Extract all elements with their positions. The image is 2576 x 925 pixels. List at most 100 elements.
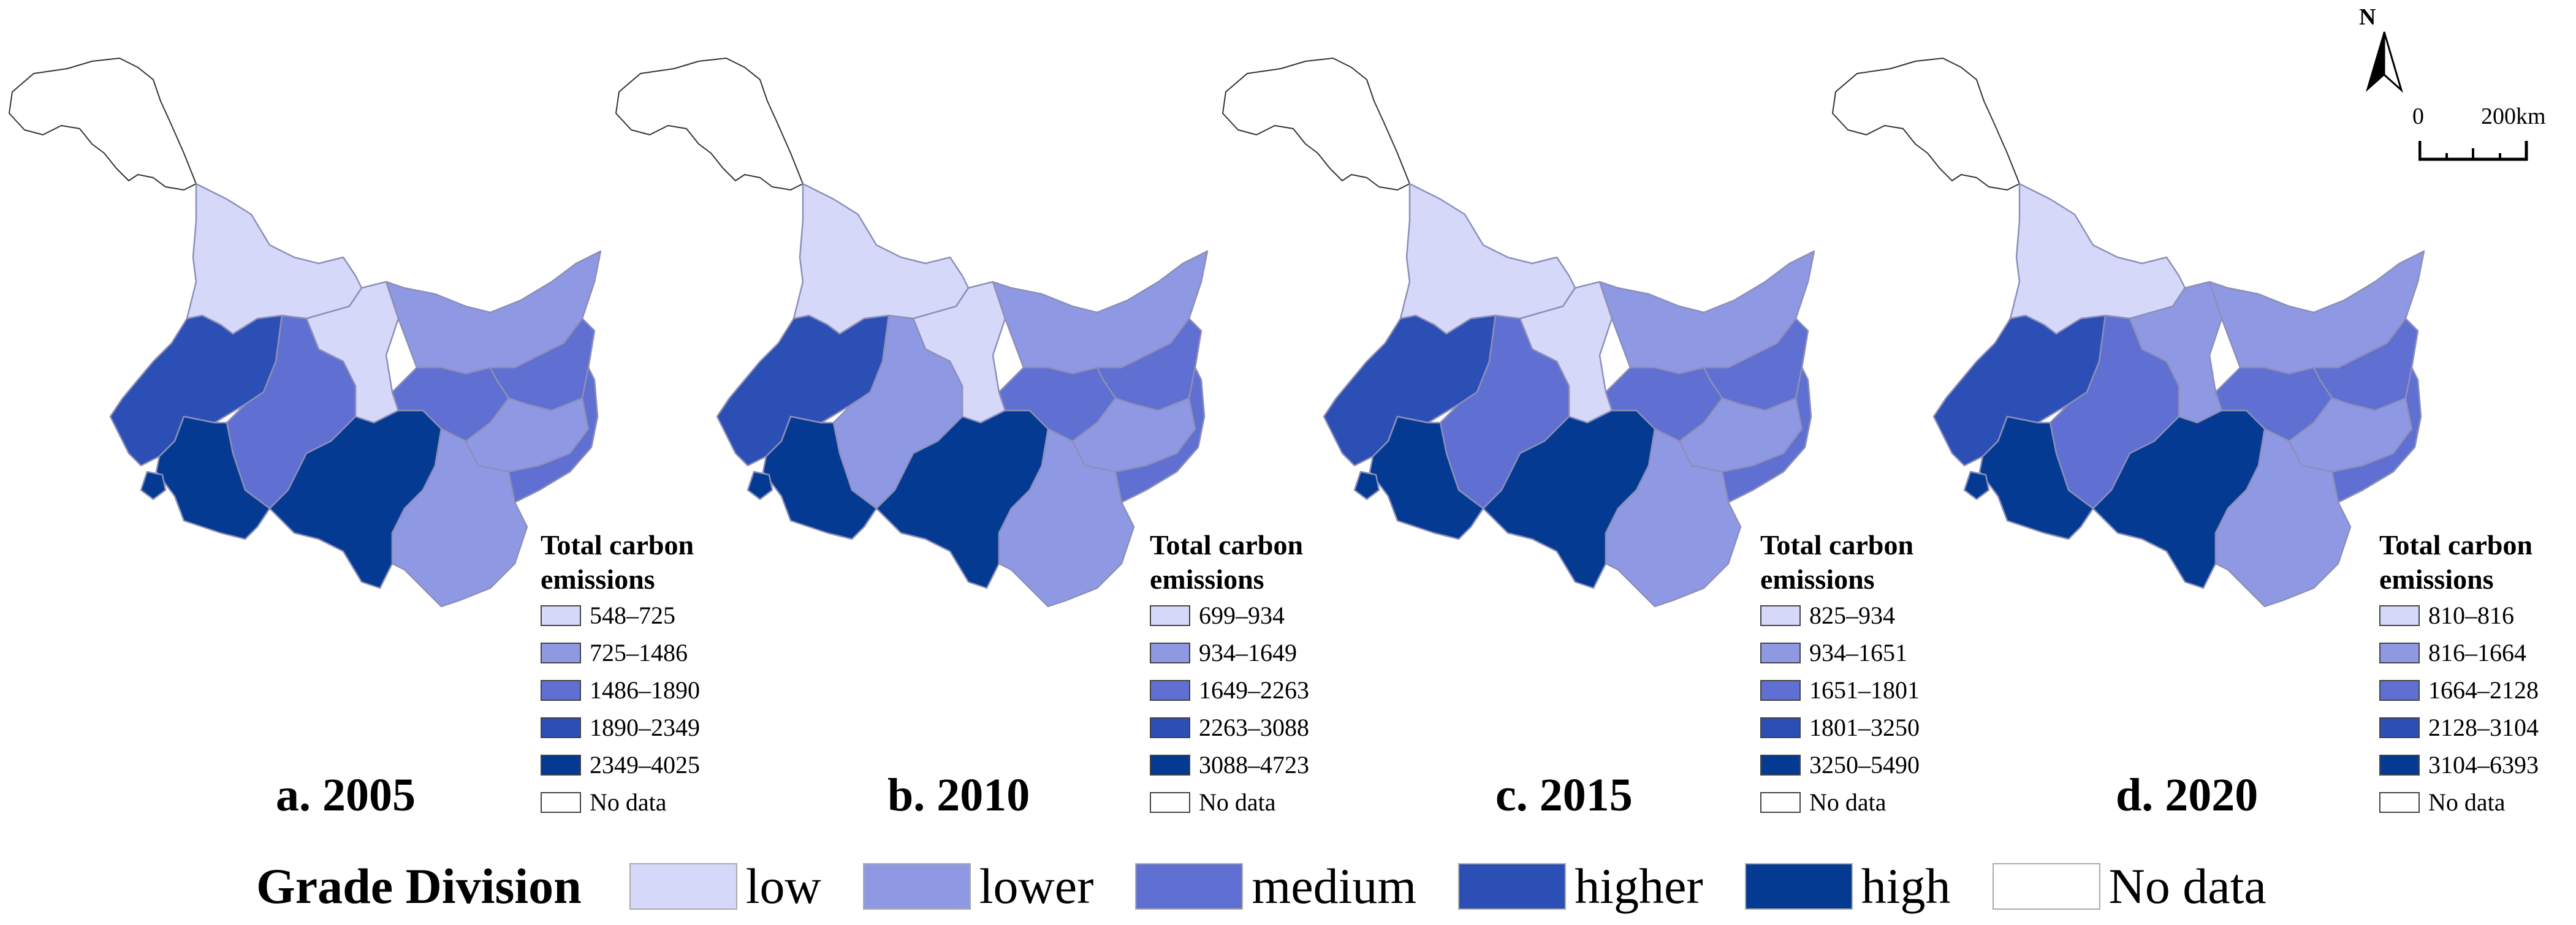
region-islet <box>1353 470 1380 500</box>
legend-row: 725–1486 <box>541 634 700 671</box>
swatch-high <box>1760 754 1801 776</box>
region-far-east <box>1114 366 1206 504</box>
legend-row: 816–1664 <box>2379 634 2539 671</box>
grade-item-high: high <box>1744 858 1951 915</box>
swatch-medium <box>1150 679 1190 701</box>
region-islet <box>747 470 773 500</box>
legend-row: 1486–1890 <box>541 671 700 709</box>
map-panel-4 <box>1832 58 2425 608</box>
swatch-medium <box>1760 679 1801 701</box>
swatch-nodata <box>2379 791 2420 813</box>
region-southwest <box>762 415 878 540</box>
swatch-lower <box>2379 642 2420 663</box>
grade-division-title: Grade Division <box>256 858 582 914</box>
swatch-low <box>1150 605 1190 626</box>
legend-row: 1801–3250 <box>1760 709 1920 746</box>
map-panel-1 <box>9 58 602 608</box>
swatch-nodata <box>1760 791 1801 813</box>
swatch-high <box>2379 754 2420 776</box>
scale-end-label: 200km <box>2481 104 2546 129</box>
legend-row: 3104–6393 <box>2379 746 2539 783</box>
grade-item-nodata: No data <box>1992 858 2266 915</box>
region-islet <box>140 470 167 500</box>
legend-row: No data <box>1150 783 1309 821</box>
legend-row: 1890–2349 <box>541 709 700 746</box>
region-north-nodata <box>9 58 197 191</box>
swatch-higher <box>541 717 581 738</box>
legend-row: 2128–3104 <box>2379 709 2539 746</box>
legend-title: Total carbon emissions <box>2379 529 2533 595</box>
legend-title: Total carbon emissions <box>541 529 694 595</box>
swatch-higher <box>1150 717 1190 738</box>
grade-division-legend: Grade Division low lower medium higher h… <box>256 858 2308 915</box>
grade-swatch-lower <box>862 863 971 910</box>
legend-row: No data <box>541 783 700 821</box>
legend-row: 934–1651 <box>1760 634 1920 671</box>
swatch-lower <box>1150 642 1190 663</box>
legend-a: Total carbon emissions 548–725 725–1486 … <box>541 528 700 821</box>
legend-row: 1651–1801 <box>1760 671 1920 709</box>
map-panel-3 <box>1222 58 1815 608</box>
legend-row: 825–934 <box>1760 597 1920 634</box>
region-north-nodata <box>1222 58 1410 191</box>
legend-row: 934–1649 <box>1150 634 1309 671</box>
grade-swatch-higher <box>1458 863 1567 910</box>
grade-item-medium: medium <box>1135 858 1416 915</box>
region-southwest <box>1369 415 1484 540</box>
swatch-lower <box>1760 642 1801 663</box>
swatch-low <box>2379 605 2420 626</box>
region-far-east <box>1721 366 1812 504</box>
swatch-medium <box>541 679 581 701</box>
panel-label-a: a. 2005 <box>276 769 416 821</box>
region-southwest <box>155 415 271 540</box>
swatch-medium <box>2379 679 2420 701</box>
swatch-high <box>541 754 581 776</box>
grade-swatch-high <box>1744 863 1853 910</box>
swatch-lower <box>541 642 581 663</box>
legend-row: 3088–4723 <box>1150 746 1309 783</box>
legend-row: No data <box>1760 783 1920 821</box>
legend-row: 3250–5490 <box>1760 746 1920 783</box>
swatch-low <box>1760 605 1801 626</box>
region-north-nodata <box>615 58 804 191</box>
north-label: N <box>2359 4 2376 30</box>
map-panel-2 <box>615 58 1209 608</box>
legend-title: Total carbon emissions <box>1150 529 1304 595</box>
legend-row: 2263–3088 <box>1150 709 1309 746</box>
swatch-nodata <box>541 791 581 813</box>
scale-bar <box>2418 141 2528 161</box>
legend-d: Total carbon emissions 810–816 816–1664 … <box>2379 528 2539 821</box>
legend-row: 1664–2128 <box>2379 671 2539 709</box>
legend-c: Total carbon emissions 825–934 934–1651 … <box>1760 528 1920 821</box>
legend-row: 2349–4025 <box>541 746 700 783</box>
grade-swatch-low <box>629 863 737 910</box>
region-far-east <box>2331 366 2422 504</box>
region-islet <box>1963 470 1990 500</box>
legend-row: 699–934 <box>1150 597 1309 634</box>
swatch-higher <box>2379 717 2420 738</box>
legend-row: 1649–2263 <box>1150 671 1309 709</box>
region-southwest <box>1978 415 2094 540</box>
legend-row: 548–725 <box>541 597 700 634</box>
swatch-nodata <box>1150 791 1190 813</box>
scale-start-label: 0 <box>2412 104 2424 129</box>
region-far-east <box>507 366 599 504</box>
swatch-higher <box>1760 717 1801 738</box>
grade-item-higher: higher <box>1458 858 1703 915</box>
swatch-high <box>1150 754 1190 776</box>
swatch-low <box>541 605 581 626</box>
grade-swatch-nodata <box>1992 863 2100 910</box>
north-arrow-icon <box>2366 31 2403 93</box>
legend-b: Total carbon emissions 699–934 934–1649 … <box>1150 528 1309 821</box>
legend-row: 810–816 <box>2379 597 2539 634</box>
panel-label-d: d. 2020 <box>2116 769 2259 821</box>
grade-item-lower: lower <box>862 858 1093 915</box>
panel-label-b: b. 2010 <box>887 769 1030 821</box>
grade-swatch-medium <box>1135 863 1244 910</box>
panel-label-c: c. 2015 <box>1495 769 1633 821</box>
legend-row: No data <box>2379 783 2539 821</box>
legend-title: Total carbon emissions <box>1760 529 1914 595</box>
region-north-nodata <box>1832 58 2020 191</box>
grade-item-low: low <box>629 858 821 915</box>
